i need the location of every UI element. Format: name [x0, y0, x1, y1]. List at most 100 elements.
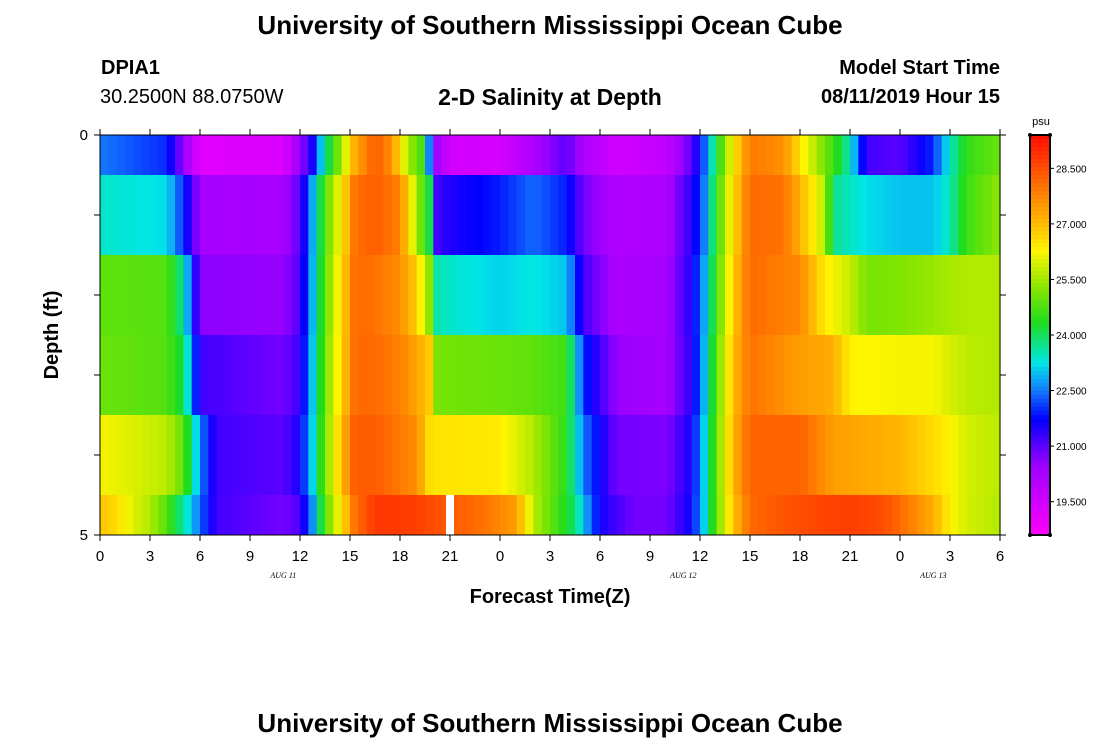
- heatmap-cell: [766, 135, 776, 175]
- heatmap-cell: [716, 135, 726, 175]
- heatmap-cell: [166, 495, 176, 535]
- heatmap-cell: [375, 415, 384, 495]
- heatmap-cell: [441, 415, 451, 495]
- heatmap-cell: [141, 135, 151, 175]
- heatmap-cell: [100, 495, 109, 535]
- heatmap-cell: [900, 175, 909, 255]
- heatmap-cell: [966, 415, 976, 495]
- heatmap-cell: [791, 495, 801, 535]
- heatmap-cell: [433, 335, 443, 415]
- heatmap-cell: [841, 335, 851, 415]
- heatmap-cell: [708, 255, 718, 335]
- heatmap-cell: [633, 495, 643, 535]
- heatmap-cell: [716, 335, 726, 415]
- heatmap-cell: [108, 415, 118, 495]
- colorbar-segment: [1030, 403, 1050, 408]
- heatmap-cell: [458, 495, 468, 535]
- heatmap-cell: [425, 495, 434, 535]
- heatmap-cell: [600, 415, 609, 495]
- model-start-label: Model Start Time: [839, 57, 1000, 79]
- heatmap-cell: [183, 335, 193, 415]
- heatmap-cell: [691, 135, 701, 175]
- heatmap-cell: [316, 135, 326, 175]
- heatmap-cell: [550, 415, 559, 495]
- colorbar-segment: [1030, 195, 1050, 200]
- heatmap-cell: [158, 335, 168, 415]
- heatmap-cell: [566, 175, 576, 255]
- colorbar-segment: [1030, 311, 1050, 316]
- heatmap-cell: [975, 335, 984, 415]
- heatmap-cell: [566, 495, 576, 535]
- heatmap-cell: [333, 135, 343, 175]
- heatmap-cell: [191, 335, 201, 415]
- heatmap-cell: [350, 135, 359, 175]
- colorbar-tick-label: 24.000: [1056, 331, 1087, 342]
- heatmap-cell: [441, 175, 451, 255]
- heatmap-cell: [950, 415, 959, 495]
- heatmap-cell: [100, 335, 109, 415]
- heatmap-cell: [108, 495, 118, 535]
- colorbar-segment: [1030, 203, 1050, 208]
- heatmap-cell: [691, 255, 701, 335]
- heatmap-cell: [725, 495, 734, 535]
- heatmap-cell: [508, 255, 518, 335]
- heatmap-cell: [616, 415, 626, 495]
- heatmap-cell: [775, 495, 784, 535]
- heatmap-cell: [241, 255, 251, 335]
- heatmap-cell: [133, 255, 143, 335]
- colorbar-segment: [1030, 531, 1050, 536]
- heatmap-cell: [891, 415, 901, 495]
- heatmap-cell: [900, 135, 909, 175]
- heatmap-cell: [266, 415, 276, 495]
- heatmap-cell: [858, 335, 868, 415]
- heatmap-cell: [583, 415, 593, 495]
- heatmap-cell: [916, 255, 926, 335]
- heatmap-cell: [225, 175, 234, 255]
- heatmap-cell: [116, 415, 126, 495]
- heatmap-cell: [816, 175, 826, 255]
- heatmap-cell: [108, 335, 118, 415]
- heatmap-cell: [866, 255, 876, 335]
- heatmap-cell: [900, 495, 909, 535]
- heatmap-cell: [891, 495, 901, 535]
- colorbar-segment: [1030, 399, 1050, 404]
- heatmap-cell: [783, 495, 793, 535]
- heatmap-cell: [950, 495, 959, 535]
- heatmap-cell: [416, 135, 426, 175]
- heatmap-cell: [816, 255, 826, 335]
- x-tick-label: 3: [546, 548, 554, 565]
- heatmap-cell: [483, 255, 493, 335]
- heatmap-cell: [233, 255, 243, 335]
- heatmap-cell: [291, 135, 301, 175]
- heatmap-cell: [175, 495, 184, 535]
- heatmap-cell: [816, 415, 826, 495]
- heatmap-cell: [541, 495, 551, 535]
- colorbar-segment: [1030, 415, 1050, 420]
- heatmap-cell: [183, 495, 193, 535]
- colorbar-segment: [1030, 455, 1050, 460]
- heatmap-cell: [250, 335, 259, 415]
- heatmap-cell: [575, 415, 584, 495]
- heatmap-cell: [566, 255, 576, 335]
- heatmap-cell: [991, 135, 1001, 175]
- heatmap-cell: [966, 335, 976, 415]
- heatmap-cell: [208, 335, 218, 415]
- heatmap-cell: [575, 135, 584, 175]
- heatmap-cell: [525, 415, 534, 495]
- heatmap-cell: [291, 495, 301, 535]
- heatmap-cell: [408, 255, 418, 335]
- colorbar-tick-label: 22.500: [1056, 387, 1087, 398]
- heatmap-cell: [766, 415, 776, 495]
- heatmap-cell: [791, 135, 801, 175]
- heatmap-cell: [408, 335, 418, 415]
- heatmap-cell: [983, 335, 993, 415]
- colorbar-segment: [1030, 171, 1050, 176]
- heatmap-cell: [625, 135, 634, 175]
- heatmap-cell: [558, 255, 568, 335]
- heatmap-cell: [525, 135, 534, 175]
- colorbar-segment: [1030, 223, 1050, 228]
- colorbar-segment: [1030, 275, 1050, 280]
- heatmap-cell: [433, 415, 443, 495]
- colorbar-segment: [1030, 211, 1050, 216]
